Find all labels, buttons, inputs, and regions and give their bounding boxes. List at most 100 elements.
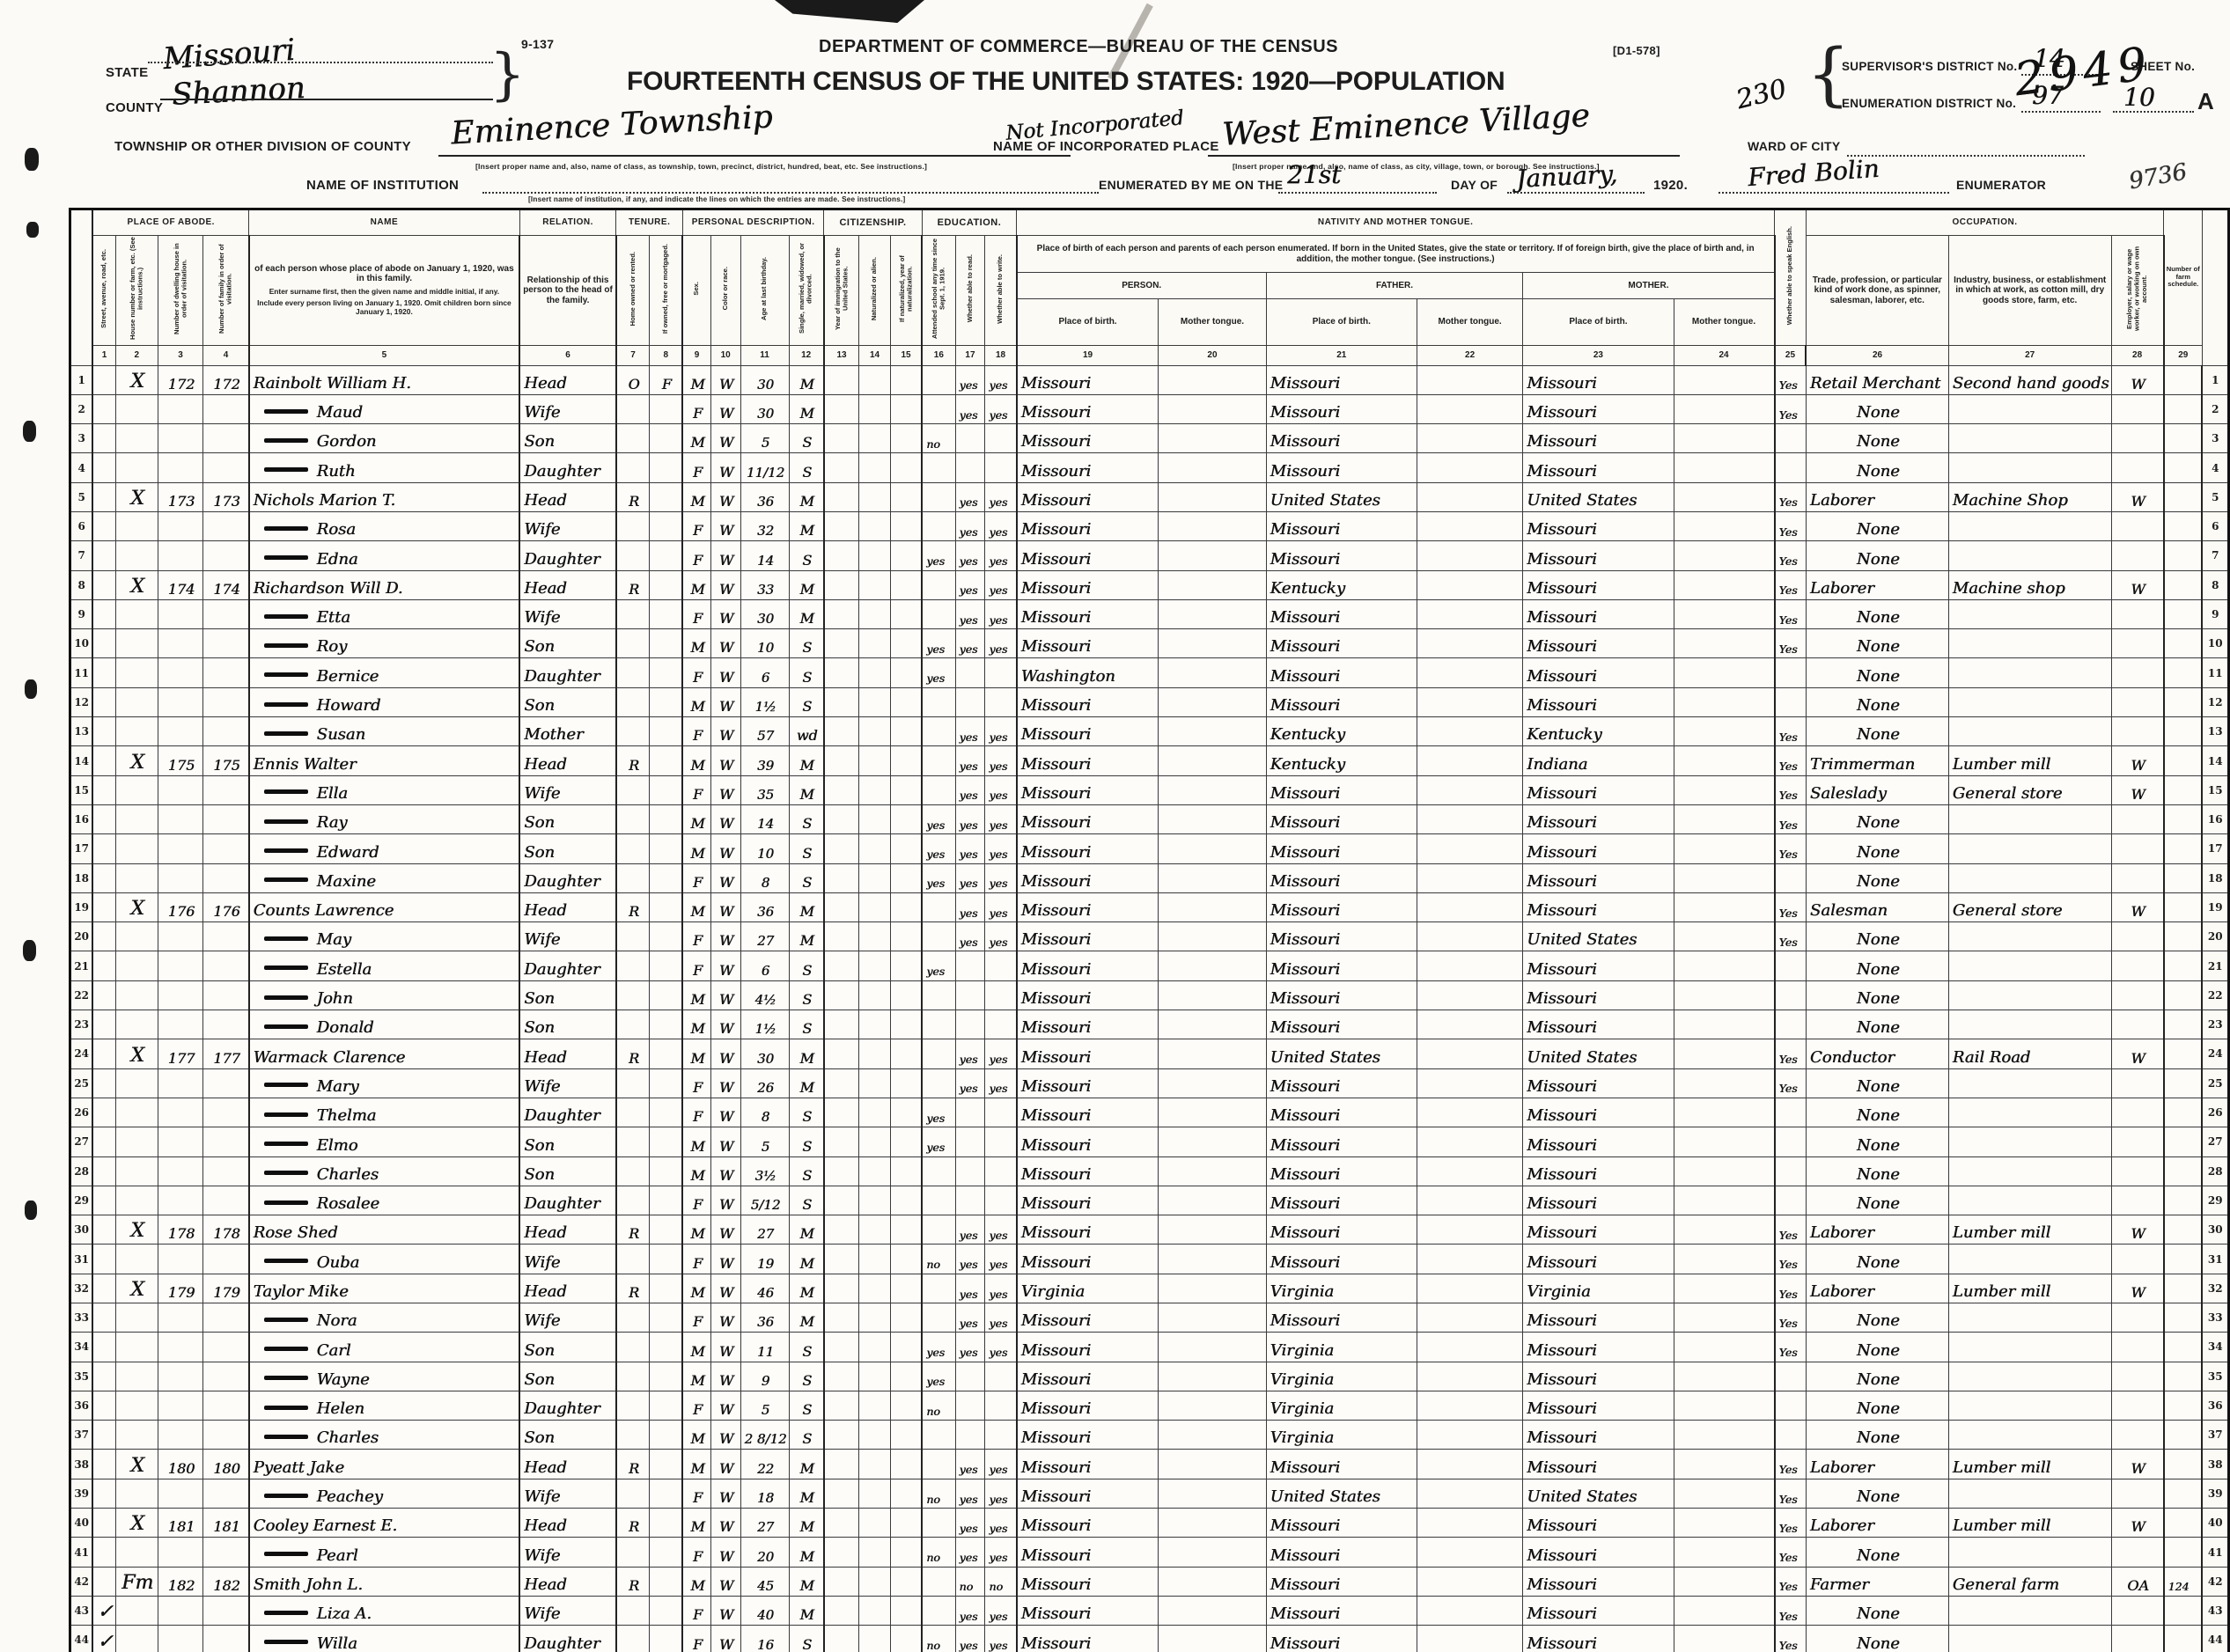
cell-able-to-write: yes [984,481,1018,512]
cell-farm-schedule [2163,1127,2204,1157]
col-color-race: Color or race. [710,235,741,346]
cell-mother-mother-tongue [1673,1625,1776,1652]
cell-able-to-write: yes [984,804,1018,835]
scan-artifact [775,0,924,23]
cell-person-mother-tongue [1158,423,1267,454]
cell-home-owned: R [615,1273,651,1304]
state-line [148,62,493,63]
cell-home-owned [615,775,651,805]
cell-year-immigration [823,1566,860,1597]
cell-sex: M [681,1215,711,1245]
cell-house-number: X [114,1449,158,1479]
cell-dwelling-number [157,775,204,805]
cell-able-to-read [954,1185,986,1216]
cell-father-mother-tongue [1416,452,1524,483]
line-number-left: 34 [70,1332,94,1362]
cell-naturalized [858,1595,891,1626]
line-number-right: 25 [2201,1068,2230,1098]
cell-person-mother-tongue [1158,892,1267,923]
cell-industry [1947,540,2112,571]
cell-family-number [202,1010,250,1040]
cell-person-mother-tongue [1158,452,1267,483]
cell-speak-english [1774,863,1807,893]
cell-age: 6 [740,951,790,981]
cell-house-number [114,540,158,571]
cell-dwelling-number: 179 [157,1273,204,1304]
column-number: 21 [1265,344,1417,366]
cell-relation: Wife [519,775,617,805]
cell-color-race: W [710,1361,741,1391]
cell-name: Maud [248,393,521,425]
cell-street [92,951,116,981]
cell-home-owned [615,1537,651,1568]
cell-sex: F [681,1625,711,1652]
cell-marital-status: M [788,1273,825,1304]
cell-attended-school [921,364,956,395]
cell-dwelling-number: 180 [157,1449,204,1479]
table-row: 37 Charles Son M W 2 8/12 S Missouri Virginia Mis… [70,1420,2230,1450]
enumerated-year: 1920. [1653,178,1689,193]
cell-mother-mother-tongue [1673,393,1776,425]
line-number-left: 28 [70,1156,94,1186]
cell-marital-status: M [788,775,825,805]
cell-mother-mother-tongue [1673,921,1776,952]
cell-sex: M [681,804,711,835]
cell-person-pob: Missouri [1016,481,1159,512]
cell-person-mother-tongue [1158,1185,1267,1216]
cell-year-naturalization [889,921,924,952]
cell-farm-schedule [2163,1039,2204,1069]
col-father-mother-tongue: Mother tongue. [1416,298,1524,346]
cell-year-immigration [823,628,860,659]
cell-attended-school: no [921,1390,956,1421]
cell-industry: Second hand goods [1947,364,2112,395]
cell-person-pob: Missouri [1016,364,1159,395]
enumerated-label-1: ENUMERATED BY ME ON THE [1099,178,1284,192]
cell-attended-school [921,1039,956,1069]
cell-farm-schedule [2163,1332,2204,1362]
cell-year-naturalization [889,1097,924,1128]
cell-relation: Son [519,628,617,659]
cell-naturalized [858,775,891,805]
cell-house-number [114,1595,158,1626]
cell-dwelling-number [157,598,204,630]
cell-home-owned: R [615,1566,651,1597]
cell-sex: M [681,1039,711,1069]
cell-age: 14 [740,540,790,571]
cell-industry [1947,1625,2112,1652]
cell-year-naturalization [889,1244,924,1274]
cell-person-mother-tongue [1158,1127,1267,1157]
cell-sex: M [681,833,711,864]
cell-speak-english: Yes [1774,1068,1807,1098]
group-citizenship: CITIZENSHIP. [823,209,923,236]
line-number-left: 2 [70,393,94,425]
cell-name: Charles [248,1156,521,1186]
cell-trade: Laborer [1805,1508,1949,1538]
cell-trade: Laborer [1805,1215,1949,1245]
cell-trade: None [1805,1068,1949,1098]
cell-able-to-read: yes [954,745,986,776]
enumerated-day-line [1278,192,1437,194]
cell-able-to-read: yes [954,364,986,395]
ditto-mark [263,1552,308,1557]
cell-mother-pob: Missouri [1522,423,1674,454]
cell-free-mortgaged [649,745,684,776]
cell-year-naturalization [889,452,924,483]
cell-employer-class [2110,1156,2165,1186]
cell-family-number [202,1390,250,1421]
cell-father-mother-tongue [1416,686,1524,718]
ditto-mark [263,467,308,473]
cell-name: Estella [248,951,521,981]
cell-person-mother-tongue [1158,598,1267,630]
enumeration-label: ENUMERATION DISTRICT No. [1842,97,2017,110]
cell-family-number [202,951,250,981]
cell-person-pob: Missouri [1016,1185,1159,1216]
cell-farm-schedule [2163,1420,2204,1450]
cell-street [92,1302,116,1333]
cell-dwelling-number: 176 [157,892,204,923]
ditto-mark [263,437,308,443]
cell-marital-status: M [788,393,825,425]
cell-color-race: W [710,569,741,600]
ditto-mark [263,525,308,531]
